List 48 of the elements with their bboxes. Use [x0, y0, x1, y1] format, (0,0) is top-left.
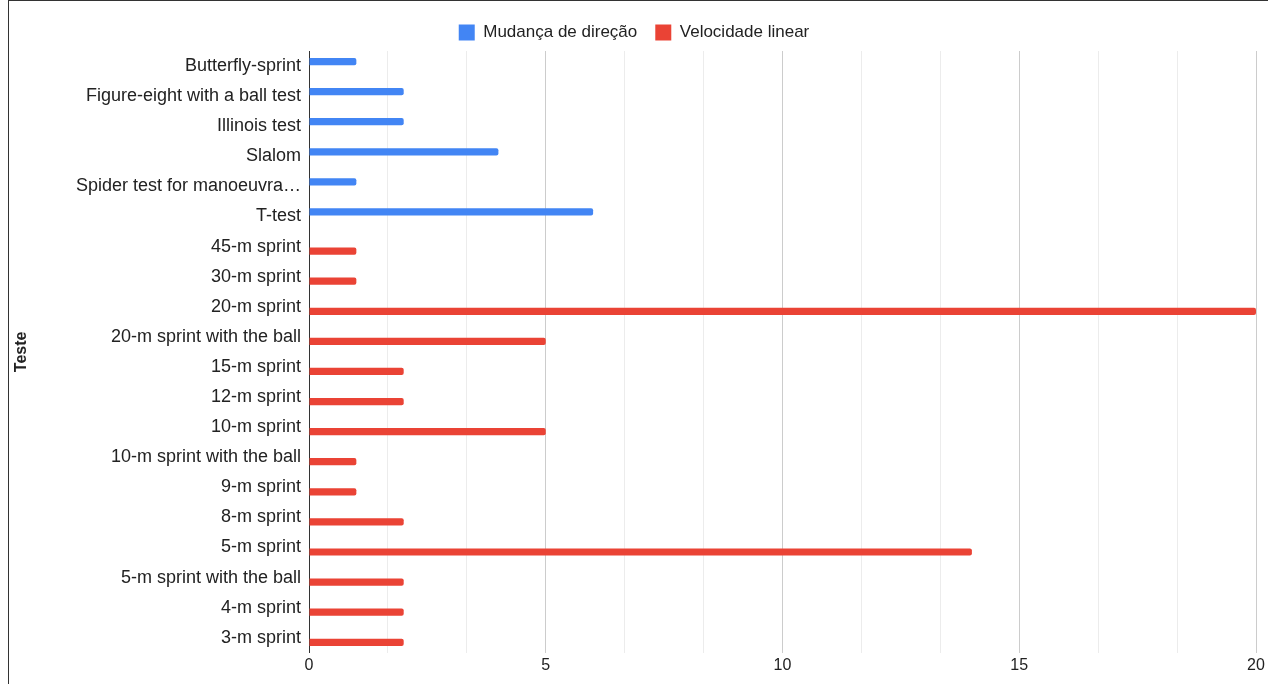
y-tick-label: Illinois test [216, 115, 301, 136]
bar [309, 208, 594, 216]
y-tick-label: Butterfly-sprint [184, 55, 301, 76]
y-tick-label: 10-m sprint [210, 416, 301, 437]
y-tick-label: 5-m sprint with the ball [120, 566, 301, 587]
y-tick-label: 20-m sprint with the ball [110, 325, 301, 346]
bar [309, 337, 546, 345]
bar [309, 307, 1256, 315]
y-tick-label: 3-m sprint [220, 626, 301, 647]
y-tick-label: 4-m sprint [220, 596, 301, 617]
bar [309, 148, 499, 156]
bar [309, 397, 404, 406]
y-tick-label: 12-m sprint [210, 386, 301, 406]
y-tick-label: 5-m sprint [220, 536, 301, 557]
bar [309, 247, 357, 255]
x-tick-label: 15 [1010, 655, 1029, 673]
y-tick-label: Figure-eight with a ball test [85, 85, 301, 106]
bar [309, 57, 357, 66]
x-tick-label: 10 [773, 655, 792, 673]
bar [309, 277, 357, 285]
bar [309, 458, 357, 466]
x-tick-label: 20 [1247, 655, 1265, 673]
bar [309, 178, 357, 186]
legend-label: Velocidade linear [679, 22, 810, 42]
y-axis-title: Teste [12, 331, 30, 373]
bar [309, 488, 357, 496]
bar [309, 518, 404, 526]
y-tick-label: Slalom [245, 145, 301, 166]
bar [309, 118, 404, 126]
bar [309, 428, 546, 436]
bar [309, 638, 404, 646]
bar [309, 548, 972, 556]
y-tick-label: Spider test for manoeuvra… [75, 175, 301, 196]
legend-label: Mudança de direção [483, 22, 638, 42]
x-tick-label: 5 [541, 655, 551, 673]
y-tick-label: 20-m sprint [210, 295, 301, 316]
y-tick-label: T-test [255, 205, 301, 226]
x-tick-label: 0 [304, 655, 314, 673]
bar [309, 88, 404, 96]
y-tick-label: 9-m sprint [220, 476, 301, 497]
y-tick-label: 15-m sprint [210, 355, 301, 376]
y-tick-label: 45-m sprint [210, 235, 301, 256]
y-tick-label: 30-m sprint [210, 265, 301, 286]
bar [309, 608, 404, 616]
bar [309, 367, 404, 376]
y-tick-label: 10-m sprint with the ball [110, 446, 301, 467]
y-tick-label: 8-m sprint [220, 506, 301, 527]
bar [309, 578, 404, 586]
